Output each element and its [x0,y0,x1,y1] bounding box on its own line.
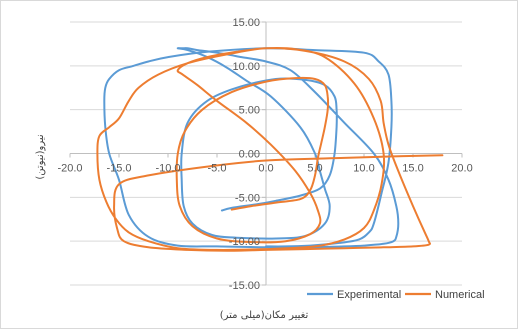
y-tick-label: 5.00 [239,105,260,117]
series-line-numerical [96,47,444,252]
x-tick-label: 20.0 [451,163,472,175]
x-tick-label: 0.0 [258,163,273,175]
x-tick-label: 10.0 [353,163,374,175]
y-tick-label: -15.00 [229,280,260,292]
y-tick-label: 0.00 [239,149,260,161]
y-tick-label: 10.00 [232,61,260,73]
y-tick-label: -5.00 [235,192,260,204]
x-tick-label: 15.0 [402,163,423,175]
legend-label-numerical: Numerical [435,289,485,301]
x-tick-label: -5.0 [208,163,227,175]
legend: Experimental Numerical [307,289,485,301]
x-axis-title: تغییر مکان(میلی متر) [220,310,309,321]
legend-label-experimental: Experimental [337,289,401,301]
x-tick-label: -10.0 [155,163,180,175]
x-tick-label: -20.0 [57,163,82,175]
x-tick-label: 5.0 [307,163,322,175]
y-tick-label: -10.00 [229,236,260,248]
x-tick-label: -15.0 [106,163,131,175]
y-tick-label: 15.00 [232,17,260,29]
y-axis-title: نیرو(نیوتن) [35,134,46,179]
